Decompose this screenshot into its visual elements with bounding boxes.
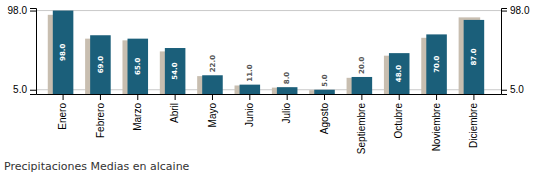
tick-label: 98.0 [8,5,28,16]
chart: 5.0 98.0 5.0 98.0 Enero Febrero Marzo Abril Mayo… [0,0,537,174]
tick-mark [436,94,437,100]
tick-label: Febrero [95,103,106,138]
tick-label: Diciembre [468,103,479,148]
tick: Febrero [95,94,106,138]
data-label: 5.0 [321,74,329,87]
axis-line [502,9,508,95]
tick-label: Noviembre [431,103,442,152]
bar [128,39,149,94]
tick-mark [212,94,213,100]
axis-line [30,9,37,95]
data-labels: 98.0 69.0 65.0 54.0 22.0 11.0 8.0 5.0 20.0 48.0 70… [59,44,478,87]
tick-label: 98.0 [510,5,530,16]
tick: Abril [169,94,180,123]
tick-mark [63,94,64,100]
y-axis: 5.0 98.0 [8,5,37,95]
tick-mark [249,94,250,100]
bar [202,75,223,94]
tick: Marzo [132,94,143,131]
bars [48,11,484,94]
tick: 98.0 [501,5,530,16]
tick-label: 5.0 [13,84,27,95]
plot: 5.0 98.0 5.0 98.0 Enero Febrero Marzo Abril Mayo… [8,5,530,154]
title: Precipitaciones Medias en alcaine [4,160,190,173]
tick: 5.0 [501,84,524,95]
bar [165,48,186,94]
bar-series [53,11,484,94]
bar [426,34,447,94]
data-label: 48.0 [395,65,403,82]
x-axis: Enero Febrero Marzo Abril Mayo Junio Julio Agos… [37,94,502,154]
tick: Diciembre [468,94,479,148]
data-label: 8.0 [283,72,291,85]
bar [352,77,373,94]
tick-label: Agosto [319,103,330,135]
bar-series [48,15,480,94]
bar [240,85,261,94]
data-label: 70.0 [433,55,441,72]
tick-label: Marzo [132,103,143,131]
tick-label: 5.0 [510,84,524,95]
tick: Agosto [319,94,330,134]
tick-mark [137,94,138,100]
tick-label: Abril [169,103,180,123]
tick-label: Enero [57,103,68,130]
grid-line [36,10,501,11]
bar [53,11,74,94]
data-label: 54.0 [171,62,179,79]
data-label: 98.0 [59,44,67,61]
tick-mark [361,94,362,100]
tick-label: Mayo [207,103,218,128]
tick-mark [473,94,474,100]
tick: Junio [244,94,255,127]
data-label: 87.0 [470,48,478,65]
tick-mark [175,94,176,100]
tick-mark [399,94,400,100]
data-label: 11.0 [246,64,254,81]
tick-mark [501,11,507,12]
tick-mark [324,94,325,100]
tick: Mayo [207,94,218,127]
axis-line [37,94,502,95]
data-label: 65.0 [134,58,142,75]
data-label: 69.0 [97,56,105,73]
tick-mark [100,94,101,100]
tick-label: Julio [281,103,292,124]
tick-label: Octubre [393,103,404,139]
data-label: 20.0 [358,57,366,74]
bar [389,53,410,94]
bar [314,90,335,94]
tick: Septiembre [356,94,367,154]
tick: 98.0 [8,5,36,16]
y2-axis: 5.0 98.0 [501,5,530,95]
bar [90,35,111,94]
tick-label: Septiembre [356,103,367,155]
tick: Octubre [393,94,404,139]
tick: Enero [57,94,68,130]
bar [277,87,298,94]
tick: Julio [281,94,292,124]
tick-mark [30,90,36,91]
tick: 5.0 [13,84,36,95]
tick-label: Junio [244,103,255,127]
tick-mark [501,90,507,91]
data-label: 22.0 [209,55,217,72]
bar [464,20,485,94]
tick-mark [30,11,36,12]
tick: Noviembre [431,94,442,151]
tick-mark [287,94,288,100]
